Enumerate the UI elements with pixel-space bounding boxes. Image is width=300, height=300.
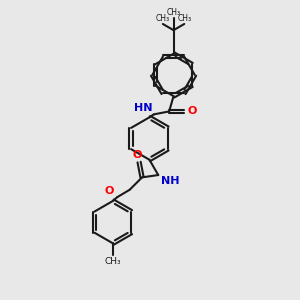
Text: NH: NH	[160, 176, 179, 187]
Text: O: O	[133, 150, 142, 160]
Text: CH₃: CH₃	[156, 14, 170, 23]
Text: CH₃: CH₃	[105, 256, 121, 266]
Text: CH₃: CH₃	[167, 8, 181, 16]
Text: HN: HN	[134, 103, 152, 113]
Text: O: O	[188, 106, 197, 116]
Text: O: O	[105, 186, 114, 196]
Text: CH₃: CH₃	[177, 14, 191, 23]
